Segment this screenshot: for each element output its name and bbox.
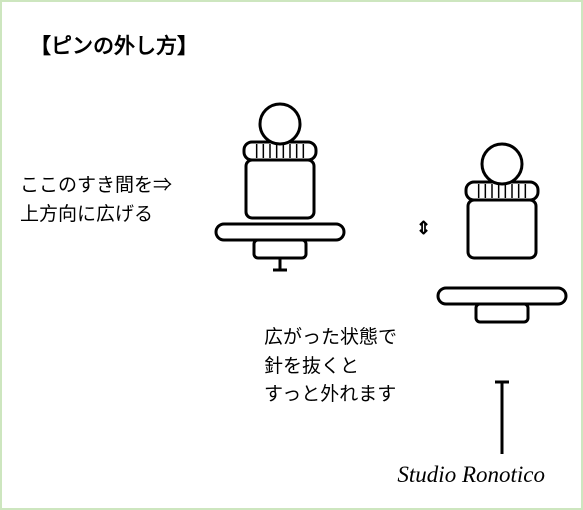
caption-remove-line1: 広がった状態で [264, 327, 397, 348]
diagram-after [422, 142, 582, 469]
caption-gap-line1: ここのすき間を⇒ [20, 175, 172, 196]
brand-signature: Studio Ronotico [397, 462, 545, 488]
caption-remove: 広がった状態で 針を抜くと すっと外れます [264, 324, 397, 410]
caption-remove-line3: すっと外れます [264, 384, 396, 405]
pin-clutch-before-svg [200, 102, 360, 280]
caption-gap-line2: 上方向に広げる [20, 204, 153, 225]
card-title: 【ピンの外し方】 [30, 30, 198, 60]
instruction-card: 【ピンの外し方】 ここのすき間を⇒ 上方向に広げる ⇕ 広がった状態で 針を抜く… [0, 0, 583, 510]
diagram-before [200, 102, 360, 285]
caption-remove-line2: 針を抜くと [264, 356, 359, 377]
pin-clutch-after-svg [422, 142, 582, 464]
caption-gap: ここのすき間を⇒ 上方向に広げる [20, 172, 172, 229]
expand-arrow-icon: ⇕ [416, 218, 431, 239]
